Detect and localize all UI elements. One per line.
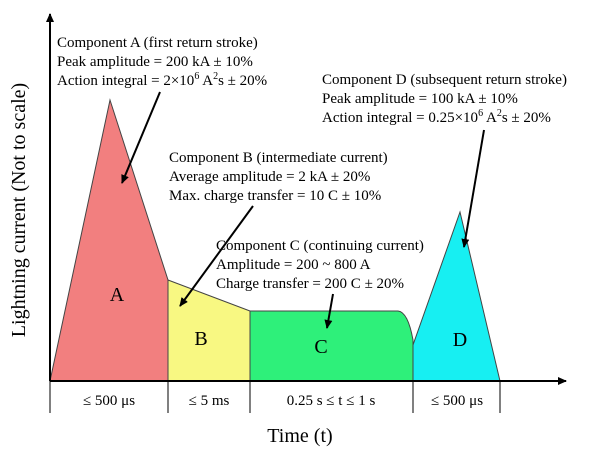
- component-b-average: Average amplitude = 2 kA ± 20%: [169, 169, 370, 185]
- duration-c-label: 0.25 s ≤ t ≤ 1 s: [287, 393, 376, 409]
- region-a-label: A: [110, 284, 125, 306]
- component-a-title: Component A (first return stroke): [57, 35, 258, 51]
- region-c-shape: [249, 310, 414, 382]
- region-b-label: B: [194, 328, 207, 350]
- component-a-arrow: [121, 91, 161, 184]
- component-c-amplitude: Amplitude = 200 ~ 800 A: [216, 257, 371, 273]
- component-b-arrow: [179, 205, 254, 307]
- component-c-annotation: Component C (continuing current) Amplitu…: [216, 238, 424, 292]
- component-d-peak: Peak amplitude = 100 kA ± 10%: [322, 91, 518, 107]
- region-d-shape: [412, 210, 501, 382]
- region-d-label: D: [453, 329, 467, 351]
- y-axis-title: Lightning current (Not to scale): [8, 83, 30, 337]
- component-a-annotation: Component A (first return stroke) Peak a…: [57, 35, 267, 89]
- duration-a-label: ≤ 500 μs: [83, 393, 135, 409]
- component-a-action: Action integral = 2×106 A2s ± 20%: [57, 71, 267, 89]
- duration-b-label: ≤ 5 ms: [189, 393, 230, 409]
- component-d-annotation: Component D (subsequent return stroke) P…: [322, 72, 567, 126]
- component-b-charge: Max. charge transfer = 10 C ± 10%: [169, 188, 381, 204]
- component-b-annotation: Component B (intermediate current) Avera…: [169, 150, 388, 204]
- component-d-action: Action integral = 0.25×106 A2s ± 20%: [322, 108, 551, 126]
- region-a-shape: [49, 98, 169, 382]
- duration-d-label: ≤ 500 μs: [431, 393, 483, 409]
- component-d-arrow: [461, 129, 485, 248]
- region-c-label: C: [314, 336, 327, 358]
- x-axis-title: Time (t): [267, 425, 332, 447]
- component-d-title: Component D (subsequent return stroke): [322, 72, 567, 88]
- component-a-peak: Peak amplitude = 200 kA ± 10%: [57, 54, 253, 70]
- region-b-shape: [167, 279, 251, 382]
- component-b-title: Component B (intermediate current): [169, 150, 388, 166]
- component-c-arrow: [324, 293, 334, 329]
- component-c-charge: Charge transfer = 200 C ± 20%: [216, 276, 404, 292]
- component-c-title: Component C (continuing current): [216, 238, 424, 254]
